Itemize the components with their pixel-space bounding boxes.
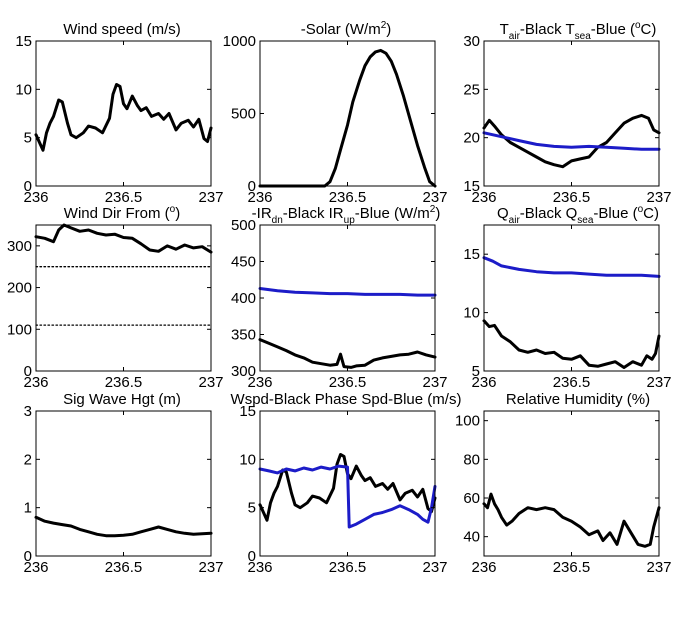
y-tick-label: 450	[231, 254, 256, 271]
panel-9: 236 236.5 237 40 60 80 100	[455, 410, 672, 576]
x-tick-label: 237	[646, 374, 671, 391]
y-tick-label: 0	[248, 178, 256, 195]
panel-title-temperature: Tair-Black Tsea-Blue (oC)	[500, 20, 657, 42]
x-tick-label: 236.5	[553, 559, 591, 576]
axes-box	[35, 224, 212, 372]
y-tick-label: 200	[7, 280, 32, 297]
x-tick-label: 236	[471, 189, 496, 206]
y-tick-label: 0	[248, 548, 256, 565]
x-tick-label: 237	[422, 559, 447, 576]
series-line-2	[482, 131, 661, 151]
y-tick-label: 500	[231, 217, 256, 234]
y-tick-label: 2	[24, 451, 32, 468]
panel-title-humidity-q: Qair-Black Qsea-Blue (oC)	[497, 204, 659, 226]
x-tick-label: 236	[471, 374, 496, 391]
x-tick-label: 236	[247, 559, 272, 576]
y-tick-label: 100	[7, 321, 32, 338]
x-tick-label: 236.5	[329, 189, 367, 206]
panel-4: 236 236.5 237 0 100 200 300	[7, 223, 224, 391]
panel-6: 236 236.5 237 5 10 15	[463, 224, 672, 391]
panel-title-wave-height: Sig Wave Hgt (m)	[63, 391, 181, 408]
y-tick-label: 15	[15, 33, 32, 50]
x-tick-label: 237	[422, 374, 447, 391]
x-tick-label: 236	[23, 374, 48, 391]
y-tick-label: 15	[463, 246, 480, 263]
series-line-2	[482, 256, 661, 278]
x-tick-label: 237	[646, 189, 671, 206]
x-tick-label: 237	[198, 559, 223, 576]
y-tick-label: 30	[463, 33, 480, 50]
x-tick-label: 236.5	[329, 559, 367, 576]
axes-box	[483, 40, 660, 187]
x-tick-label: 236.5	[329, 374, 367, 391]
y-tick-label: 300	[7, 238, 32, 255]
y-tick-label: 15	[463, 178, 480, 195]
series-line-1	[482, 492, 661, 548]
series-line-1	[258, 48, 437, 188]
series-line-1	[258, 338, 437, 369]
x-tick-label: 236	[471, 559, 496, 576]
y-tick-label: 0	[24, 548, 32, 565]
x-tick-label: 237	[646, 559, 671, 576]
y-tick-label: 20	[463, 130, 480, 147]
axes-box	[483, 224, 660, 372]
axes-box	[35, 40, 212, 187]
series-line-1	[482, 319, 661, 369]
y-tick-label: 1	[24, 500, 32, 517]
y-tick-label: 80	[463, 451, 480, 468]
panel-title-relative-humidity: Relative Humidity (%)	[506, 391, 650, 408]
x-tick-label: 236	[23, 189, 48, 206]
panel-5: 236 236.5 237 300 350 400 450 500	[231, 217, 448, 391]
panel-title-solar: -Solar (W/m2)	[301, 20, 392, 38]
panel-title-wind-speed: Wind speed (m/s)	[63, 21, 181, 38]
y-tick-label: 100	[455, 413, 480, 430]
y-tick-label: 5	[24, 130, 32, 147]
x-tick-label: 236.5	[105, 559, 143, 576]
x-tick-label: 236.5	[105, 374, 143, 391]
panel-title-ir: -IRdn-Black IRup-Blue (W/m2)	[252, 204, 441, 226]
x-tick-label: 237	[422, 189, 447, 206]
series-line-2	[258, 464, 437, 529]
series-line-1	[34, 515, 213, 538]
panel-7: 236 236.5 237 0 1 2 3	[23, 403, 223, 576]
y-tick-label: 10	[15, 81, 32, 98]
y-tick-label: 400	[231, 290, 256, 307]
x-tick-label: 237	[198, 189, 223, 206]
x-tick-label: 236	[23, 559, 48, 576]
panel-1: 236 236.5 237 0 5 10 15	[15, 33, 223, 206]
series-line-2	[258, 287, 437, 297]
y-tick-label: 15	[239, 403, 256, 420]
panel-title-phase-speed: Wspd-Black Phase Spd-Blue (m/s)	[231, 391, 462, 408]
panel-8: 236 236.5 237 0 5 10 15	[239, 403, 447, 576]
panel-title-wind-dir: Wind Dir From (o)	[64, 204, 180, 222]
series-line-1	[482, 113, 661, 169]
x-tick-label: 236.5	[105, 189, 143, 206]
y-tick-label: 3	[24, 403, 32, 420]
x-tick-label: 237	[198, 374, 223, 391]
y-tick-label: 0	[24, 178, 32, 195]
series-line-1	[34, 223, 213, 254]
panel-3: 236 236.5 237 15 20 25 30	[463, 33, 671, 206]
x-tick-label: 236.5	[553, 374, 591, 391]
y-tick-label: 5	[248, 500, 256, 517]
series-line-1	[34, 83, 213, 152]
x-tick-label: 236	[247, 189, 272, 206]
y-tick-label: 350	[231, 327, 256, 344]
y-tick-label: 10	[463, 305, 480, 322]
y-tick-label: 40	[463, 529, 480, 546]
y-tick-label: 300	[231, 363, 256, 380]
y-tick-label: 25	[463, 81, 480, 98]
y-tick-label: 5	[472, 363, 480, 380]
y-tick-label: 1000	[223, 33, 256, 50]
y-tick-label: 0	[24, 363, 32, 380]
y-tick-label: 500	[231, 106, 256, 123]
y-tick-label: 10	[239, 451, 256, 468]
x-tick-label: 236	[247, 374, 272, 391]
y-tick-label: 60	[463, 490, 480, 507]
panel-2: 236 236.5 237 0 500 1000	[223, 33, 448, 206]
x-tick-label: 236.5	[553, 189, 591, 206]
